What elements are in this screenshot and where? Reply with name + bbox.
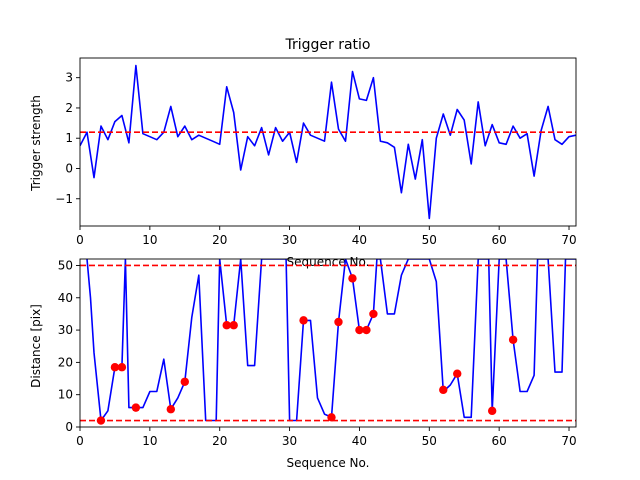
top-x-tick-label: 40 [352,233,367,247]
top-series-line-0 [80,64,576,220]
bottom-y-tick-label: 0 [65,420,73,434]
top-y-tick-label: 1 [65,131,73,145]
bottom-y-tick-label: 50 [58,258,73,272]
bottom-series-line-0 [86,259,576,422]
top-plot-area [80,64,576,220]
bottom-subplot: Distance [pix] Sequence No. 0 10 20 30 40 50 6… [29,258,577,470]
bottom-data-point-12 [355,325,364,335]
top-axis-ticks: 0 10 20 30 40 50 60 70 −1 0 1 2 3 [55,71,576,247]
top-y-tick-label: −1 [55,192,73,206]
bottom-data-point-10 [334,317,343,327]
top-x-tick-label: 50 [422,233,437,247]
bottom-data-point-18 [508,335,518,344]
bottom-y-tick-label: 40 [58,291,73,305]
bottom-data-point-4 [166,405,176,414]
bottom-x-tick-label: 10 [142,434,157,448]
top-x-tick-label: 30 [282,233,297,247]
top-y-tick-label: 0 [65,161,73,175]
bottom-data-point-1 [110,363,120,372]
bottom-data-point-5 [180,377,189,386]
bottom-x-tick-label: 40 [352,434,367,448]
bottom-data-point-8 [299,316,308,325]
top-x-axis-label: Sequence No. [287,255,370,269]
bottom-data-point-3 [131,403,141,412]
bottom-data-point-2 [117,363,127,372]
bottom-x-tick-label: 60 [492,434,507,448]
top-chart-title: Trigger ratio [284,37,370,53]
bottom-axis-ticks: 0 10 20 30 40 50 60 70 0 10 20 30 40 50 [58,258,577,448]
bottom-plot-area [80,259,576,422]
bottom-points-layer [96,274,518,425]
bottom-y-axis-label: Distance [pix] [29,304,43,388]
top-x-tick-label: 10 [142,233,157,247]
top-axes-frame [79,57,577,227]
top-x-tick-label: 20 [212,233,227,247]
bottom-x-tick-label: 0 [76,434,84,448]
top-subplot: Trigger ratio Trigger strength Sequence … [29,37,577,269]
bottom-data-point-15 [439,385,448,395]
bottom-x-tick-label: 70 [561,434,576,448]
bottom-y-tick-label: 20 [58,355,73,369]
bottom-data-point-9 [327,413,336,422]
bottom-x-axis-label: Sequence No. [287,456,370,470]
top-x-tick-label: 60 [492,233,507,247]
bottom-x-tick-label: 50 [422,434,437,448]
top-x-tick-label: 0 [76,233,84,247]
top-y-axis-label: Trigger strength [29,95,43,192]
bottom-data-point-6 [222,321,231,330]
bottom-data-point-17 [487,406,497,416]
bottom-axes-frame [79,258,577,428]
top-x-tick-label: 70 [561,233,576,247]
bottom-data-point-11 [348,274,357,283]
bottom-data-point-7 [229,321,238,330]
bottom-data-point-0 [96,416,106,425]
bottom-y-tick-label: 10 [58,388,73,402]
top-y-tick-label: 3 [65,71,73,85]
top-y-tick-label: 2 [65,101,73,115]
bottom-data-point-13 [362,325,371,335]
bottom-x-tick-label: 30 [282,434,297,448]
bottom-y-tick-label: 30 [58,323,73,337]
bottom-x-tick-label: 20 [212,434,227,448]
bottom-data-point-14 [369,309,378,319]
bottom-data-point-16 [453,369,462,378]
